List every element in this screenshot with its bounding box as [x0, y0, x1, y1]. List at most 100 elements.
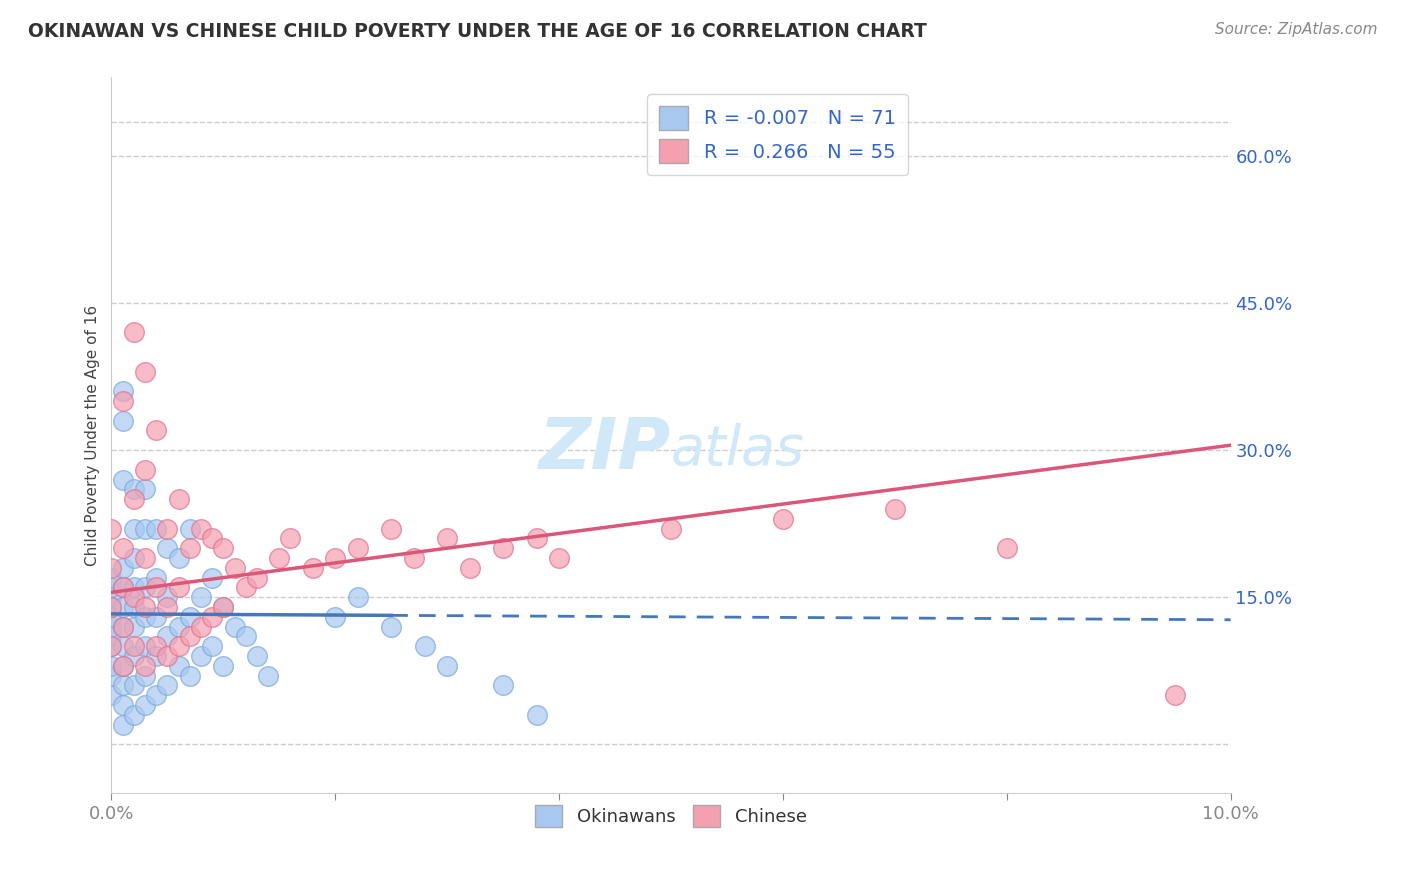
Point: [323, 610, 346, 624]
Point: [122, 678, 145, 692]
Point: [190, 620, 212, 634]
Point: [122, 522, 145, 536]
Point: [100, 571, 122, 585]
Point: [246, 571, 269, 585]
Point: [492, 678, 515, 692]
Point: [134, 600, 156, 615]
Point: [436, 532, 458, 546]
Point: [111, 698, 134, 712]
Point: [323, 551, 346, 566]
Point: [156, 600, 179, 615]
Point: [380, 620, 402, 634]
Point: [100, 600, 122, 615]
Point: [111, 600, 134, 615]
Point: [458, 561, 481, 575]
Point: [134, 581, 156, 595]
Point: [772, 512, 794, 526]
Point: [122, 551, 145, 566]
Point: [402, 551, 425, 566]
Point: [201, 571, 224, 585]
Point: [111, 473, 134, 487]
Point: [134, 483, 156, 497]
Point: [413, 639, 436, 653]
Point: [167, 551, 190, 566]
Point: [100, 668, 122, 682]
Point: [156, 541, 179, 556]
Point: [179, 541, 201, 556]
Point: [134, 668, 156, 682]
Point: [201, 532, 224, 546]
Point: [380, 522, 402, 536]
Point: [122, 581, 145, 595]
Point: [156, 591, 179, 605]
Point: [346, 591, 368, 605]
Point: [269, 551, 291, 566]
Point: [167, 620, 190, 634]
Point: [145, 610, 167, 624]
Point: [111, 620, 134, 634]
Point: [548, 551, 571, 566]
Point: [111, 384, 134, 399]
Point: [190, 591, 212, 605]
Point: [100, 620, 122, 634]
Point: [100, 591, 122, 605]
Point: [167, 658, 190, 673]
Text: OKINAWAN VS CHINESE CHILD POVERTY UNDER THE AGE OF 16 CORRELATION CHART: OKINAWAN VS CHINESE CHILD POVERTY UNDER …: [28, 22, 927, 41]
Point: [212, 541, 235, 556]
Point: [100, 610, 122, 624]
Point: [257, 668, 280, 682]
Point: [100, 688, 122, 702]
Point: [111, 394, 134, 409]
Point: [224, 561, 246, 575]
Point: [100, 629, 122, 643]
Point: [492, 541, 515, 556]
Point: [179, 522, 201, 536]
Point: [1163, 688, 1185, 702]
Point: [235, 629, 257, 643]
Point: [212, 600, 235, 615]
Point: [134, 551, 156, 566]
Point: [111, 414, 134, 428]
Point: [111, 581, 134, 595]
Point: [111, 581, 134, 595]
Point: [122, 648, 145, 663]
Legend: Okinawans, Chinese: Okinawans, Chinese: [527, 798, 814, 834]
Point: [100, 561, 122, 575]
Point: [145, 639, 167, 653]
Point: [346, 541, 368, 556]
Point: [134, 463, 156, 477]
Point: [134, 639, 156, 653]
Point: [145, 424, 167, 438]
Point: [111, 678, 134, 692]
Point: [156, 629, 179, 643]
Point: [280, 532, 302, 546]
Point: [190, 648, 212, 663]
Point: [145, 648, 167, 663]
Point: [167, 581, 190, 595]
Point: [156, 648, 179, 663]
Point: [145, 522, 167, 536]
Point: [122, 591, 145, 605]
Point: [212, 600, 235, 615]
Point: [122, 600, 145, 615]
Point: [134, 610, 156, 624]
Point: [167, 639, 190, 653]
Point: [156, 678, 179, 692]
Point: [179, 629, 201, 643]
Point: [302, 561, 325, 575]
Point: [122, 620, 145, 634]
Point: [100, 522, 122, 536]
Point: [122, 483, 145, 497]
Text: ZIP: ZIP: [538, 415, 671, 484]
Point: [100, 600, 122, 615]
Point: [212, 658, 235, 673]
Point: [100, 658, 122, 673]
Point: [111, 658, 134, 673]
Point: [190, 522, 212, 536]
Point: [167, 492, 190, 507]
Point: [122, 639, 145, 653]
Point: [122, 492, 145, 507]
Point: [134, 522, 156, 536]
Point: [201, 639, 224, 653]
Point: [145, 581, 167, 595]
